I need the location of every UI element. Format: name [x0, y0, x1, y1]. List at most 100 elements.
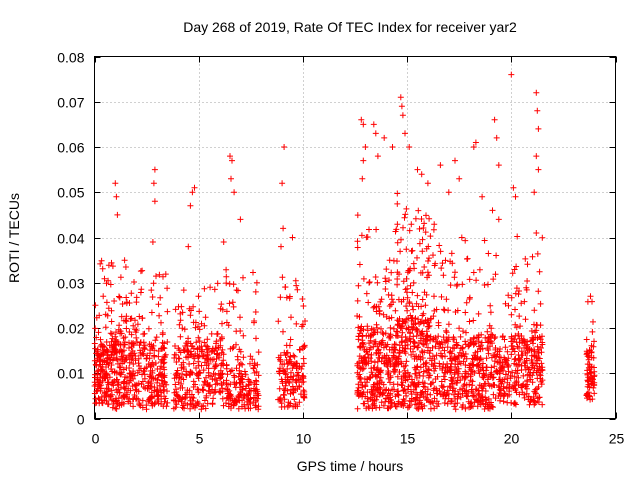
data-point [237, 314, 243, 321]
data-point [201, 285, 208, 292]
data-point [419, 405, 426, 412]
data-point [97, 336, 104, 343]
data-point [116, 293, 122, 300]
data-point [442, 364, 449, 371]
data-point [354, 405, 361, 412]
data-point [293, 282, 300, 289]
data-point [187, 369, 194, 376]
data-point [93, 314, 100, 321]
data-point [413, 326, 420, 333]
data-point [356, 364, 363, 371]
data-point [177, 310, 184, 317]
data-point [479, 374, 486, 380]
data-point [145, 325, 152, 332]
data-point [371, 359, 378, 366]
data-point [359, 175, 366, 182]
data-point [457, 377, 464, 384]
data-point [410, 386, 417, 393]
data-point [94, 387, 101, 394]
data-point [108, 318, 115, 325]
data-point [402, 211, 409, 218]
data-point [399, 379, 406, 386]
data-point [135, 355, 142, 362]
data-point [452, 157, 458, 164]
data-point [137, 289, 144, 296]
data-point [404, 341, 411, 348]
data-point [441, 376, 448, 383]
data-point [174, 393, 181, 400]
data-point [108, 259, 115, 266]
data-point [530, 393, 537, 400]
data-point [507, 372, 514, 379]
data-point [110, 341, 117, 348]
data-point [355, 282, 362, 289]
data-point [429, 398, 435, 405]
data-point [407, 282, 414, 289]
data-point [444, 387, 451, 394]
data-point [145, 398, 152, 405]
data-point [488, 371, 495, 378]
data-point [515, 332, 522, 339]
data-point [149, 239, 156, 245]
data-point [276, 368, 282, 375]
data-point [135, 380, 142, 387]
data-point [408, 317, 415, 324]
data-point [146, 396, 153, 403]
data-point [250, 365, 257, 372]
data-point [282, 371, 289, 378]
data-point [117, 274, 124, 281]
data-point [360, 121, 367, 128]
data-point [583, 348, 590, 355]
data-point [377, 298, 384, 305]
data-point [212, 381, 219, 388]
data-point [206, 383, 213, 390]
data-point [451, 336, 458, 343]
data-point [98, 367, 105, 374]
data-point [472, 396, 479, 403]
data-point [111, 368, 118, 375]
data-point [388, 399, 395, 406]
data-point [294, 372, 300, 378]
data-point [491, 352, 498, 358]
data-point [388, 296, 395, 303]
data-point [357, 325, 364, 332]
data-point [224, 371, 231, 378]
data-point [245, 382, 252, 389]
data-point [209, 356, 216, 363]
data-point [453, 282, 460, 289]
data-point [427, 316, 434, 323]
data-point [458, 234, 465, 241]
data-point [529, 253, 536, 260]
data-point [109, 263, 116, 270]
data-point [354, 297, 361, 304]
data-point [247, 399, 253, 406]
data-point [587, 293, 594, 300]
data-point [216, 354, 223, 361]
data-point [413, 374, 420, 381]
data-point [164, 399, 171, 406]
data-point [534, 107, 541, 114]
data-point [237, 371, 244, 377]
data-point [508, 294, 515, 301]
data-point [202, 405, 209, 412]
data-point [470, 338, 477, 345]
data-point [405, 315, 412, 322]
data-point [480, 367, 487, 374]
data-point [289, 234, 296, 241]
data-point [490, 391, 497, 398]
data-point [584, 390, 591, 397]
data-point [240, 274, 246, 281]
data-point [527, 376, 534, 383]
data-point [449, 344, 456, 351]
data-point [422, 302, 429, 309]
data-point [103, 371, 110, 378]
data-point [523, 344, 530, 351]
data-point [420, 373, 427, 379]
data-point [416, 400, 422, 407]
data-point [402, 319, 409, 326]
data-point [398, 236, 404, 243]
data-point [196, 308, 203, 315]
data-point [433, 352, 440, 359]
data-point [470, 403, 476, 410]
data-point [512, 379, 519, 386]
